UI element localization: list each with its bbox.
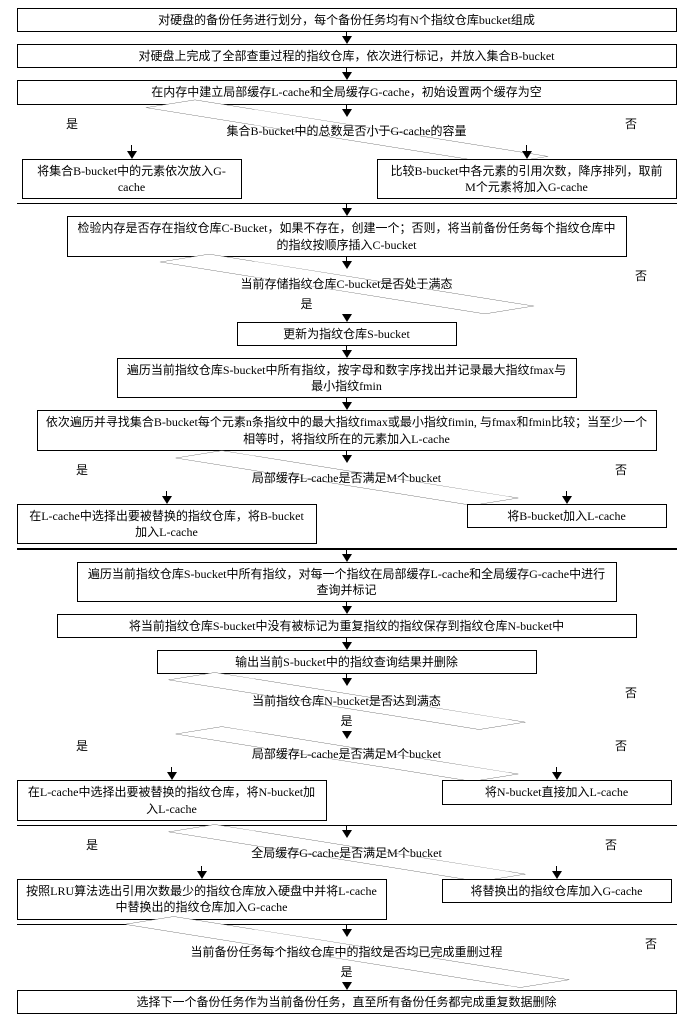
text: 局部缓存L-cache是否满足M个bucket xyxy=(158,747,536,761)
text: 对硬盘上完成了全部查重过程的指纹仓库，依次进行标记，并放入集合B-bucket xyxy=(139,49,555,63)
text: 当前存储指纹仓库C-bucket是否处于满态 xyxy=(140,277,554,291)
text: 对硬盘的备份任务进行划分，每个备份任务均有N个指纹仓库bucket组成 xyxy=(158,13,535,27)
process-box: 在L-cache中选择出要被替换的指纹仓库，将N-bucket加入L-cache xyxy=(17,780,327,820)
no-label: 否 xyxy=(625,684,637,701)
text: 检验内存是否存在指纹仓库C-Bucket，如果不存在，创建一个；否则，将当前备份… xyxy=(78,221,616,251)
text: 将当前指纹仓库S-bucket中没有被标记为重复指纹的指纹保存到指纹仓库N-bu… xyxy=(129,619,564,633)
process-box: 遍历当前指纹仓库S-bucket中所有指纹，按字母和数字序找出并记录最大指纹fm… xyxy=(117,358,577,398)
text: 遍历当前指纹仓库S-bucket中所有指纹，按字母和数字序找出并记录最大指纹fm… xyxy=(127,363,566,393)
no-label: 否 xyxy=(615,737,627,754)
text: 输出当前S-bucket中的指纹查询结果并删除 xyxy=(235,655,458,669)
text: 集合B-bucket中的总数是否小于G-cache的容量 xyxy=(122,124,572,138)
process-box: 按照LRU算法选出引用次数最少的指纹仓库放入硬盘中并将L-cache中替换出的指… xyxy=(17,879,387,919)
text: 在L-cache中选择出要被替换的指纹仓库，将N-bucket加入L-cache xyxy=(28,785,315,815)
text: 当前指纹仓库N-bucket是否达到满态 xyxy=(149,694,545,708)
yes-label: 是 xyxy=(76,737,88,754)
no-label: 否 xyxy=(605,836,617,853)
process-box: 将N-bucket直接加入L-cache xyxy=(442,780,672,804)
text: 将B-bucket加入L-cache xyxy=(507,509,626,523)
process-box: 将集合B-bucket中的元素依次放入G-cache xyxy=(22,159,242,199)
no-label: 否 xyxy=(645,935,657,952)
text: 按照LRU算法选出引用次数最少的指纹仓库放入硬盘中并将L-cache中替换出的指… xyxy=(26,884,377,914)
process-box: 将B-bucket加入L-cache xyxy=(467,504,667,528)
text: 在L-cache中选择出要被替换的指纹仓库，将B-bucket加入L-cache xyxy=(29,509,304,539)
process-box: 将当前指纹仓库S-bucket中没有被标记为重复指纹的指纹保存到指纹仓库N-bu… xyxy=(57,614,637,638)
yes-label: 是 xyxy=(76,461,88,478)
process-box: 选择下一个备份任务作为当前备份任务，直至所有备份任务都完成重复数据删除 xyxy=(17,990,677,1014)
flowchart-root: 对硬盘的备份任务进行划分，每个备份任务均有N个指纹仓库bucket组成 对硬盘上… xyxy=(6,8,687,1014)
text: 当前备份任务每个指纹仓库中的指纹是否均已完成重删过程 xyxy=(95,945,599,959)
no-label: 否 xyxy=(625,115,637,132)
no-label: 否 xyxy=(635,267,647,284)
yes-label: 是 xyxy=(340,963,352,980)
text: 将替换出的指纹仓库加入G-cache xyxy=(471,884,643,898)
decision: 当前存储指纹仓库C-bucket是否处于满态 xyxy=(117,249,577,319)
yes-label: 是 xyxy=(86,836,98,853)
no-label: 否 xyxy=(615,461,627,478)
process-box: 对硬盘上完成了全部查重过程的指纹仓库，依次进行标记，并放入集合B-bucket xyxy=(17,44,677,68)
text: 依次遍历并寻找集合B-bucket每个元素n条指纹中的最大指纹fimax或最小指… xyxy=(46,415,647,445)
process-box: 将替换出的指纹仓库加入G-cache xyxy=(442,879,672,903)
text: 比较B-bucket中各元素的引用次数，降序排列，取前M个元素将加入G-cach… xyxy=(391,164,663,194)
yes-label: 是 xyxy=(66,115,78,132)
text: 更新为指纹仓库S-bucket xyxy=(283,327,410,341)
process-box: 更新为指纹仓库S-bucket xyxy=(237,322,457,346)
process-box: 在L-cache中选择出要被替换的指纹仓库，将B-bucket加入L-cache xyxy=(17,504,317,544)
text: 将N-bucket直接加入L-cache xyxy=(485,785,628,799)
process-box: 对硬盘的备份任务进行划分，每个备份任务均有N个指纹仓库bucket组成 xyxy=(17,8,677,32)
process-box: 遍历当前指纹仓库S-bucket中所有指纹，对每一个指纹在局部缓存L-cache… xyxy=(77,562,617,602)
text: 局部缓存L-cache是否满足M个bucket xyxy=(158,471,536,485)
process-box: 比较B-bucket中各元素的引用次数，降序排列，取前M个元素将加入G-cach… xyxy=(377,159,677,199)
yes-label: 是 xyxy=(300,295,312,312)
text: 遍历当前指纹仓库S-bucket中所有指纹，对每一个指纹在局部缓存L-cache… xyxy=(88,567,605,597)
text: 全局缓存G-cache是否满足M个bucket xyxy=(149,846,545,860)
text: 将集合B-bucket中的元素依次放入G-cache xyxy=(37,164,226,194)
text: 选择下一个备份任务作为当前备份任务，直至所有备份任务都完成重复数据删除 xyxy=(136,995,556,1009)
